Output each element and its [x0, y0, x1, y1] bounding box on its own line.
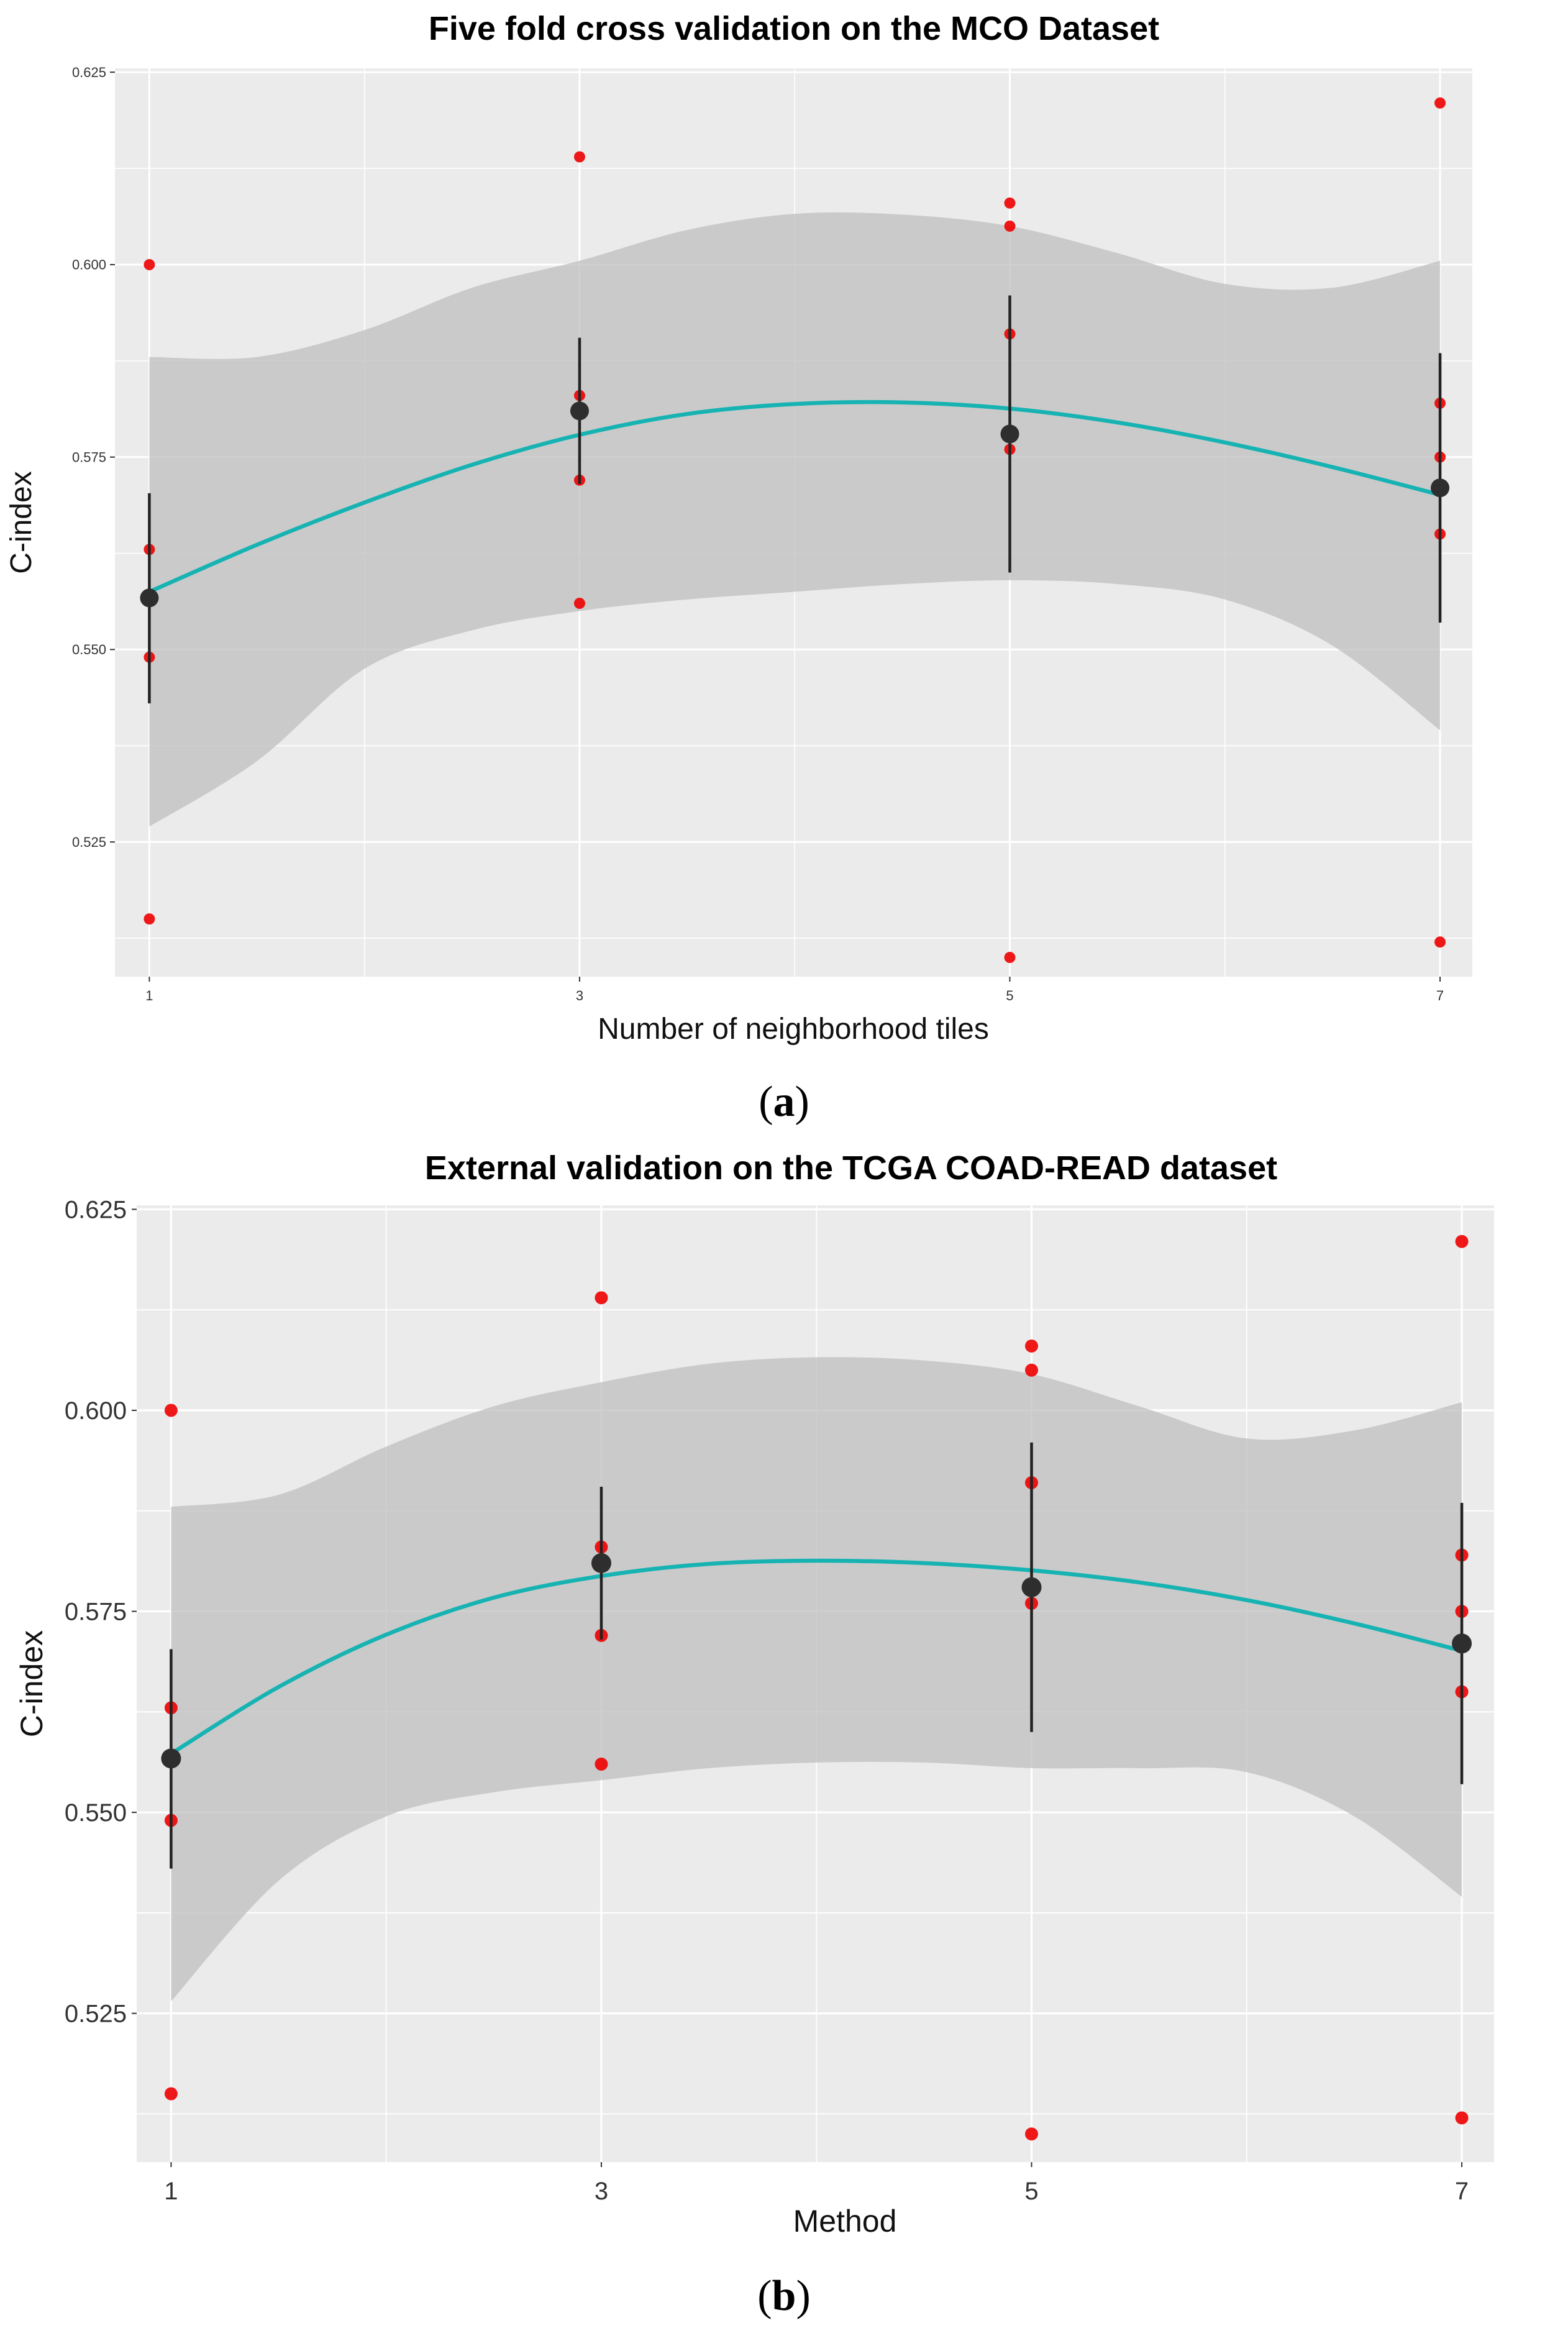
- y-tick-label: 0.550: [72, 642, 106, 657]
- x-tick-label: 5: [1024, 2178, 1038, 2205]
- y-tick-label: 0.550: [65, 1799, 127, 1827]
- chart-a-caption-open: (: [759, 1078, 773, 1126]
- chart-b-smooth-line-group: [169, 1558, 1464, 1756]
- fold-point: [144, 913, 155, 925]
- chart-a-title: Five fold cross validation on the MCO Da…: [429, 10, 1159, 47]
- y-tick-label: 0.525: [65, 2001, 127, 2028]
- chart-a-mean-points: [140, 295, 1450, 704]
- x-tick-label: 3: [595, 2178, 608, 2205]
- y-tick-label: 0.600: [65, 1397, 127, 1425]
- chart-b-caption-open: (: [757, 2272, 772, 2320]
- fold-point: [1004, 952, 1016, 964]
- fold-point: [1455, 2111, 1469, 2125]
- chart-b-mean-points: [161, 1442, 1472, 1869]
- chart-a-caption: (a): [759, 1078, 809, 1126]
- chart-a-y-axis-label: C-index: [5, 471, 38, 573]
- mean-point: [570, 401, 589, 421]
- chart-b-x-axis-label: Method: [793, 2204, 897, 2239]
- confidence-band: [149, 212, 1441, 827]
- fold-point: [1004, 197, 1016, 209]
- chart-a-x-axis-label: Number of neighborhood tiles: [598, 1013, 989, 1046]
- y-tick-label: 0.625: [72, 65, 106, 80]
- x-tick-label: 1: [164, 2178, 178, 2205]
- x-tick-label: 7: [1455, 2178, 1469, 2205]
- x-tick-label: 7: [1436, 988, 1444, 1003]
- y-tick-label: 0.575: [72, 449, 106, 465]
- fold-point: [1434, 97, 1446, 109]
- y-tick-label: 0.625: [65, 1196, 127, 1223]
- smooth-line: [169, 1558, 1464, 1756]
- fold-point: [1025, 2127, 1039, 2141]
- fold-point: [1455, 1235, 1469, 1248]
- chart-a-caption-letter: a: [773, 1078, 795, 1126]
- fold-point: [595, 1291, 608, 1305]
- fold-point: [144, 258, 155, 270]
- fold-point: [164, 2087, 178, 2101]
- mean-point: [591, 1553, 611, 1573]
- fold-point: [1434, 936, 1446, 948]
- chart-b-caption: (b): [757, 2272, 811, 2320]
- chart-b: External validation on the TCGA COAD-REA…: [14, 1149, 1494, 2320]
- chart-b-title: External validation on the TCGA COAD-REA…: [425, 1149, 1277, 1187]
- mean-point: [1431, 478, 1450, 498]
- smooth-line: [147, 399, 1443, 594]
- y-tick-label: 0.600: [72, 257, 106, 273]
- mean-point: [140, 588, 159, 608]
- chart-a-fold-points: [144, 97, 1446, 964]
- y-tick-label: 0.525: [72, 834, 106, 850]
- chart-b-y-axis-ticks: 0.525 0.550 0.575 0.600 0.625: [65, 1196, 137, 2028]
- x-tick-label: 5: [1006, 988, 1013, 1003]
- confidence-band: [171, 1357, 1462, 2002]
- fold-point: [573, 151, 585, 163]
- chart-a-x-axis-ticks: 1 3 5 7: [145, 977, 1444, 1003]
- chart-b-caption-close: ): [796, 2272, 810, 2320]
- fold-point: [1025, 1339, 1039, 1353]
- chart-b-x-axis-ticks: 1 3 5 7: [164, 2162, 1469, 2205]
- chart-a-caption-close: ): [795, 1078, 809, 1126]
- fold-point: [164, 1404, 178, 1417]
- chart-b-confidence-band-group: [171, 1357, 1462, 2002]
- chart-a-smooth-line-group: [147, 399, 1443, 594]
- x-tick-label: 1: [145, 988, 153, 1003]
- y-tick-label: 0.575: [65, 1599, 127, 1626]
- fold-point: [573, 598, 585, 609]
- fold-point: [595, 1757, 608, 1771]
- fold-point: [1025, 1363, 1039, 1377]
- fold-point: [1004, 220, 1016, 232]
- chart-b-caption-letter: b: [772, 2272, 796, 2320]
- chart-a-confidence-band-group: [149, 212, 1441, 827]
- mean-point: [1452, 1633, 1472, 1654]
- chart-b-y-axis-label: C-index: [14, 1630, 49, 1737]
- mean-point: [161, 1748, 181, 1769]
- mean-point: [1021, 1577, 1042, 1597]
- chart-a-y-axis-ticks: 0.525 0.550 0.575 0.600 0.625: [72, 65, 115, 850]
- mean-point: [1000, 424, 1019, 444]
- x-tick-label: 3: [576, 988, 583, 1003]
- chart-a: Five fold cross validation on the MCO Da…: [5, 10, 1472, 1126]
